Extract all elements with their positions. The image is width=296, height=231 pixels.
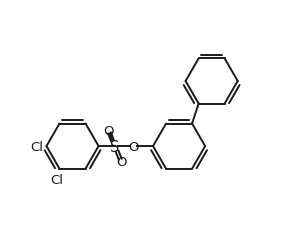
Text: Cl: Cl: [30, 140, 43, 153]
Text: Cl: Cl: [50, 173, 63, 186]
Text: O: O: [116, 155, 127, 168]
Text: S: S: [110, 139, 120, 154]
Text: O: O: [128, 140, 139, 153]
Text: O: O: [103, 125, 114, 138]
